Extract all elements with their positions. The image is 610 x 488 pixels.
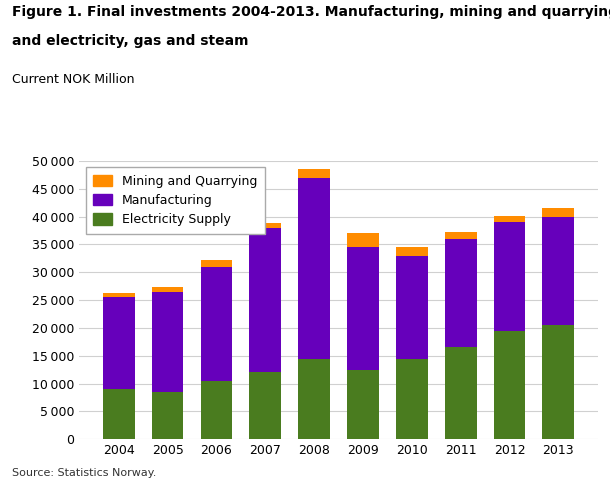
Bar xyxy=(152,292,184,392)
Bar xyxy=(493,216,525,222)
Text: Source: Statistics Norway.: Source: Statistics Norway. xyxy=(12,468,157,478)
Bar xyxy=(445,347,476,439)
Bar xyxy=(249,228,281,372)
Bar xyxy=(298,359,330,439)
Bar xyxy=(298,169,330,178)
Text: Figure 1. Final investments 2004-2013. Manufacturing, mining and quarrying: Figure 1. Final investments 2004-2013. M… xyxy=(12,5,610,19)
Bar xyxy=(249,223,281,228)
Bar xyxy=(347,370,379,439)
Bar xyxy=(201,267,232,381)
Bar xyxy=(201,381,232,439)
Text: Current NOK Million: Current NOK Million xyxy=(12,73,135,86)
Legend: Mining and Quarrying, Manufacturing, Electricity Supply: Mining and Quarrying, Manufacturing, Ele… xyxy=(85,167,265,234)
Bar xyxy=(103,297,135,389)
Text: and electricity, gas and steam: and electricity, gas and steam xyxy=(12,34,249,48)
Bar xyxy=(542,217,574,325)
Bar xyxy=(396,247,428,256)
Bar xyxy=(493,222,525,331)
Bar xyxy=(445,239,476,347)
Bar xyxy=(249,372,281,439)
Bar xyxy=(493,331,525,439)
Bar xyxy=(201,260,232,267)
Bar xyxy=(152,392,184,439)
Bar xyxy=(445,232,476,239)
Bar xyxy=(152,287,184,292)
Bar xyxy=(542,325,574,439)
Bar xyxy=(103,389,135,439)
Bar xyxy=(396,359,428,439)
Bar xyxy=(347,247,379,370)
Bar xyxy=(103,293,135,297)
Bar xyxy=(298,178,330,359)
Bar xyxy=(396,256,428,359)
Bar xyxy=(542,208,574,217)
Bar xyxy=(347,233,379,247)
